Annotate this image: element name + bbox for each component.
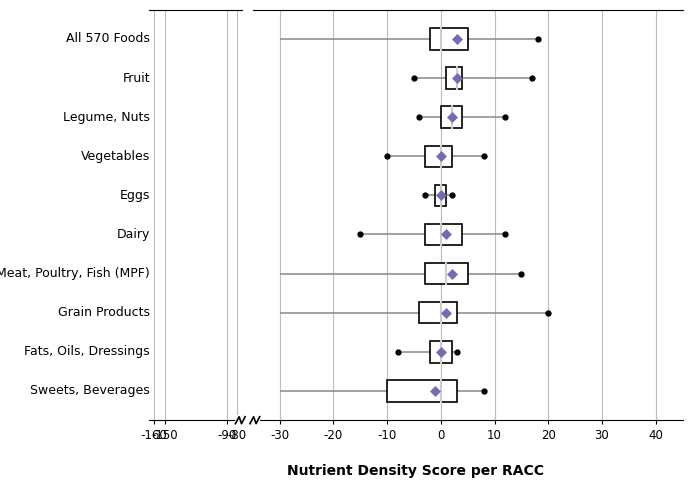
Text: Meat, Poultry, Fish (MPF): Meat, Poultry, Fish (MPF) xyxy=(0,267,150,280)
Bar xyxy=(387,380,457,402)
Text: Grain Products: Grain Products xyxy=(58,306,150,319)
Text: Nutrient Density Score per RACC: Nutrient Density Score per RACC xyxy=(288,464,544,478)
Bar xyxy=(430,28,468,50)
Text: Fruit: Fruit xyxy=(123,71,150,85)
Bar xyxy=(441,106,462,128)
Text: Dairy: Dairy xyxy=(116,228,150,241)
Bar xyxy=(435,185,446,206)
Bar xyxy=(425,145,452,167)
Bar xyxy=(425,224,462,245)
Text: Eggs: Eggs xyxy=(120,189,150,202)
Text: Legume, Nuts: Legume, Nuts xyxy=(63,111,150,124)
Text: Vegetables: Vegetables xyxy=(81,150,150,163)
Bar xyxy=(446,67,462,89)
Bar xyxy=(425,263,468,284)
Bar xyxy=(430,341,452,363)
Text: Fats, Oils, Dressings: Fats, Oils, Dressings xyxy=(24,345,150,358)
Bar xyxy=(419,302,457,324)
Text: Sweets, Beverages: Sweets, Beverages xyxy=(30,384,150,398)
Text: All 570 Foods: All 570 Foods xyxy=(66,32,150,45)
